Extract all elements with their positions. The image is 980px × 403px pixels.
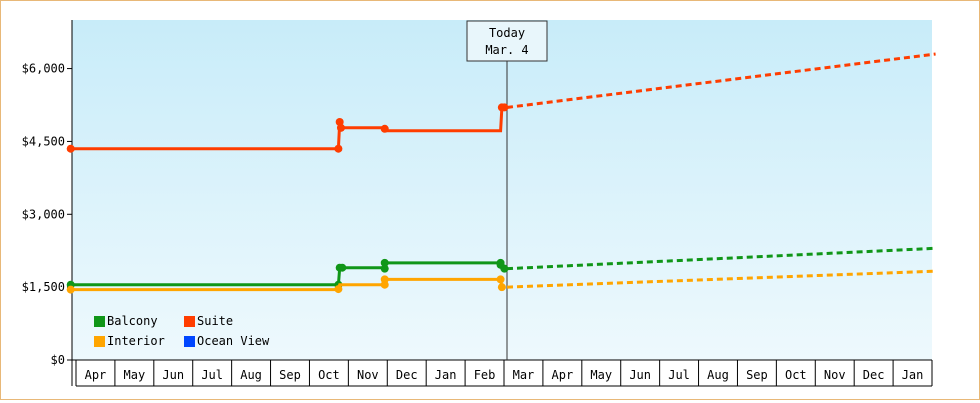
suite-point: [334, 144, 343, 153]
plot-area: [72, 20, 932, 360]
x-tick-label: Sep: [746, 368, 768, 382]
suite-point: [380, 124, 389, 133]
x-tick-label: Jun: [629, 368, 651, 382]
interior-point: [66, 285, 75, 294]
x-tick-label: Jan: [435, 368, 457, 382]
y-tick-label: $3,000: [22, 207, 65, 221]
suite-point: [500, 103, 509, 112]
x-tick-label: Apr: [85, 368, 107, 382]
y-tick-label: $6,000: [22, 62, 65, 76]
legend-swatch-interior: [94, 336, 105, 347]
today-date: Mar. 4: [485, 43, 528, 57]
suite-forecast-line: [506, 52, 936, 109]
interior-point: [334, 285, 343, 294]
x-tick-label: Aug: [707, 368, 729, 382]
balcony-point: [338, 263, 347, 272]
x-tick-label: Nov: [824, 368, 846, 382]
x-tick-label: Dec: [396, 368, 418, 382]
legend-label-balcony: Balcony: [107, 314, 158, 328]
x-tick-label: Oct: [785, 368, 807, 382]
x-tick-label: Jan: [902, 368, 924, 382]
x-tick-label: Mar: [513, 368, 535, 382]
interior-forecast-line: [506, 269, 936, 289]
x-tick-label: Apr: [552, 368, 574, 382]
y-tick-label: $1,500: [22, 280, 65, 294]
x-tick-label: Sep: [279, 368, 301, 382]
legend-swatch-suite: [184, 316, 195, 327]
y-tick-label: $0: [51, 353, 65, 367]
interior-point: [496, 275, 505, 284]
x-tick-label: Aug: [240, 368, 262, 382]
balcony-forecast-line: [506, 246, 936, 271]
x-tick-label: Oct: [318, 368, 340, 382]
x-tick-label: Jul: [668, 368, 690, 382]
interior-point: [380, 275, 389, 284]
balcony-point: [500, 264, 509, 273]
balcony-point: [380, 258, 389, 267]
legend-label-suite: Suite: [197, 314, 233, 328]
legend-swatch-ocean-view: [184, 336, 195, 347]
legend-label-ocean-view: Ocean View: [197, 334, 270, 348]
today-label: Today: [489, 26, 525, 40]
y-tick-label: $4,500: [22, 134, 65, 148]
x-tick-label: May: [590, 368, 612, 382]
today-box: [466, 20, 548, 62]
x-tick-label: May: [124, 368, 146, 382]
interior-point: [497, 283, 506, 292]
balcony-point: [380, 264, 389, 273]
suite-point: [66, 144, 75, 153]
x-tick-label: Jul: [201, 368, 223, 382]
legend-label-interior: Interior: [107, 334, 165, 348]
suite-point: [336, 123, 345, 132]
x-tick-label: Dec: [863, 368, 885, 382]
x-tick-label: Jun: [162, 368, 184, 382]
x-tick-label: Feb: [474, 368, 496, 382]
x-tick-label: Nov: [357, 368, 379, 382]
legend-swatch-balcony: [94, 316, 105, 327]
